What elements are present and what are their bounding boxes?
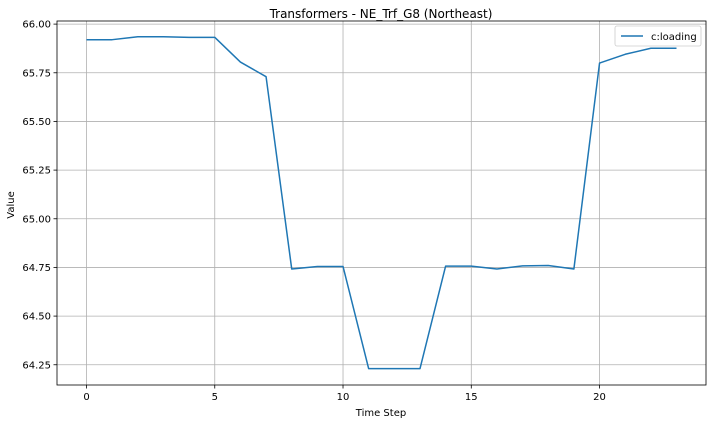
data-point	[471, 265, 472, 266]
x-tick-label: 15	[465, 392, 478, 403]
y-axis-title: Value	[6, 191, 17, 218]
data-point	[496, 268, 497, 269]
y-tick-label: 64.25	[22, 360, 51, 371]
grid	[57, 21, 706, 385]
y-tick-label: 65.50	[22, 117, 51, 128]
data-point	[112, 39, 113, 40]
legend-label: c:loading	[651, 32, 697, 43]
x-tick-label: 20	[593, 392, 606, 403]
data-point	[291, 268, 292, 269]
plot-area	[86, 36, 677, 370]
legend-box	[614, 25, 702, 47]
data-point	[368, 368, 369, 369]
data-point	[342, 266, 343, 267]
data-point	[189, 37, 190, 38]
data-point	[137, 36, 138, 37]
data-point	[445, 265, 446, 266]
y-axis: 64.25 64.50 64.75 65.00 65.25 65.50 65.75 66.00	[22, 20, 57, 371]
series-line-0	[86, 36, 677, 370]
x-tick-label: 5	[212, 392, 218, 403]
y-tick-label: 65.25	[22, 166, 51, 177]
x-tick-label: 10	[337, 392, 350, 403]
data-point	[394, 368, 395, 369]
data-point	[650, 48, 651, 49]
data-point	[214, 37, 215, 38]
plot-frame	[56, 20, 707, 386]
y-tick-label: 65.00	[22, 214, 51, 225]
y-tick-label: 65.75	[22, 68, 51, 79]
data-point	[265, 76, 266, 77]
x-tick-label: 0	[83, 392, 89, 403]
data-point	[419, 368, 420, 369]
data-point	[317, 266, 318, 267]
y-tick-label: 66.00	[22, 20, 51, 31]
data-point	[599, 62, 600, 63]
chart-title: Transformers - NE_Trf_G8 (Northeast)	[269, 7, 493, 21]
legend: c:loading	[614, 25, 702, 47]
data-point	[522, 265, 523, 266]
y-tick-label: 64.50	[22, 312, 51, 323]
y-tick-label: 64.75	[22, 263, 51, 274]
data-point	[548, 265, 549, 266]
data-point	[86, 39, 87, 40]
data-point	[676, 48, 677, 49]
x-axis-title: Time Step	[355, 408, 406, 419]
data-point	[163, 36, 164, 37]
x-axis: 0 5 10 15 20	[83, 385, 606, 403]
data-point	[625, 54, 626, 55]
data-point	[573, 268, 574, 269]
data-point	[240, 61, 241, 62]
